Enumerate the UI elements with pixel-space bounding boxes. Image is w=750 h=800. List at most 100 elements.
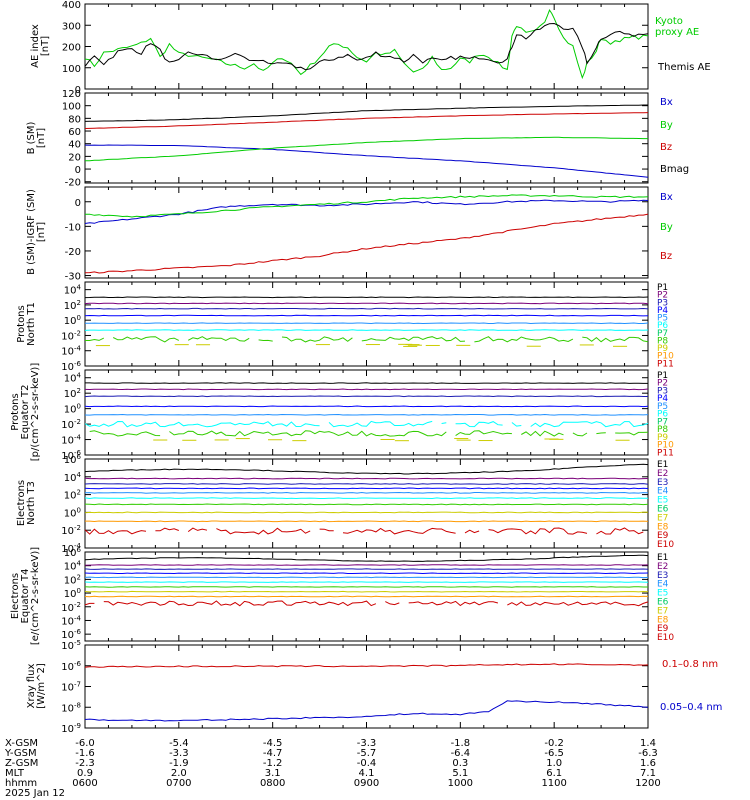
y-tick-label: 10-6 (61, 449, 81, 462)
legend-channel: E1 (657, 553, 668, 563)
legend-channel: P6 (657, 410, 668, 420)
series-line (596, 527, 644, 535)
y-axis-label: [p/(cm^2-s-sr-keV)] (30, 363, 41, 462)
series-line (361, 336, 466, 342)
y-tick-label: 10-2 (61, 524, 81, 537)
legend-channel: E1 (657, 460, 668, 470)
panel-frame (84, 3, 649, 90)
series-line (488, 527, 588, 535)
legend-channel: E5 (657, 589, 668, 599)
legend-channel: P2 (657, 291, 668, 301)
series-line (84, 503, 649, 506)
series-line (84, 595, 649, 598)
series-line (155, 527, 179, 532)
y-tick-label: 104 (64, 284, 82, 297)
p2-ylabel: Protons Equator T2 [p/(cm^2-s-sr-keV)] (10, 363, 41, 462)
legend-bz: Bz (660, 142, 672, 153)
legend-channel: P3 (657, 298, 668, 308)
legend-channel: E5 (657, 496, 668, 506)
legend-channel: E10 (657, 540, 674, 550)
y-tick-label: 10-7 (61, 681, 81, 694)
legend-xray-long: 0.1–0.8 nm (662, 659, 718, 670)
axis-row-value: 0700 (166, 778, 191, 789)
axis-row-value: 6.1 (546, 768, 562, 779)
axis-row-label: Y-GSM (4, 748, 37, 759)
series-line (85, 520, 649, 523)
series-line (84, 9, 649, 80)
panel-frame (84, 281, 649, 367)
axis-row-value: 0800 (260, 778, 285, 789)
axis-row-value: 2.0 (171, 768, 187, 779)
legend-channel: E9 (657, 624, 669, 634)
y-tick-label: -20 (65, 247, 81, 258)
y-axis-label: Protons (10, 393, 21, 430)
y-tick-label: 10-5 (61, 639, 81, 652)
y-tick-label: 104 (64, 471, 82, 484)
legend-bz: Bz (660, 251, 672, 262)
series-line (328, 420, 433, 428)
y-tick-label: 10-4 (61, 614, 81, 627)
series-line (84, 483, 649, 485)
xray-ylabel: Xray flux [W/m^2] (26, 663, 47, 709)
y-tick-label: 200 (62, 43, 81, 54)
series-line (84, 663, 649, 668)
y-axis-label: B (SM)-IGRF (SM) (26, 189, 37, 275)
series-line (84, 586, 648, 588)
series-line (455, 430, 512, 437)
series-line (596, 432, 606, 435)
series-line (84, 314, 649, 317)
series-line (84, 511, 649, 514)
series-line (84, 590, 649, 593)
axis-row-label: Z-GSM (5, 758, 38, 769)
y-axis-label: [nT] (40, 36, 51, 56)
legend-channel: E7 (657, 513, 668, 523)
axis-row-label: 2025 Jan 12 (5, 788, 65, 799)
legend-channel: P1 (657, 371, 668, 381)
series-line (474, 336, 574, 343)
legend-channel: P8 (657, 425, 668, 435)
y-tick-label: 100 (62, 102, 81, 113)
y-tick-label: 10-4 (61, 542, 81, 555)
p1-ylabel: Protons North T1 (16, 302, 37, 346)
series-line (112, 336, 180, 343)
series-line (84, 388, 649, 391)
axis-row-label: MLT (5, 768, 25, 779)
y-axis-label: Equator T2 (20, 385, 31, 440)
series-line (84, 144, 649, 178)
series-line (84, 329, 649, 331)
legend-channel: E2 (657, 469, 668, 479)
series-line (85, 382, 648, 384)
legend-channel: P9 (657, 344, 668, 354)
series-line (187, 336, 250, 342)
series-line (84, 568, 649, 570)
y-tick-label: 102 (64, 299, 81, 312)
series-line (511, 422, 522, 427)
axis-row-label: X-GSM (5, 738, 38, 749)
y-tick-label: 10-2 (61, 601, 81, 614)
legend-channel: P7 (657, 329, 668, 339)
axis-row-value: 0.3 (452, 758, 468, 769)
legend-channel: P9 (657, 433, 668, 443)
y-tick-label: 40 (68, 140, 81, 151)
series-line (84, 194, 649, 218)
ae-ylabel: AE index [nT] (30, 24, 51, 68)
y-tick-label: 120 (62, 89, 81, 100)
y-tick-label: 60 (68, 127, 81, 138)
series-line (615, 431, 649, 436)
y-axis-label: Protons (16, 305, 27, 342)
legend-bx: Bx (660, 97, 673, 108)
legend-channel: P11 (657, 448, 674, 458)
legend-channel: P6 (657, 321, 668, 331)
db-ylabel: B (SM)-IGRF (SM) [nT] (26, 189, 47, 275)
axis-row-value: -4.7 (263, 748, 283, 759)
series-line (84, 487, 649, 490)
series-line (85, 337, 105, 341)
y-tick-label: 100 (64, 314, 81, 327)
y-tick-label: 100 (64, 506, 81, 519)
y-axis-label: [W/m^2] (36, 663, 47, 709)
legend-channel: P4 (657, 394, 668, 404)
axis-row-value: -3.3 (169, 748, 189, 759)
series-line (408, 600, 499, 607)
series-line (572, 432, 588, 437)
